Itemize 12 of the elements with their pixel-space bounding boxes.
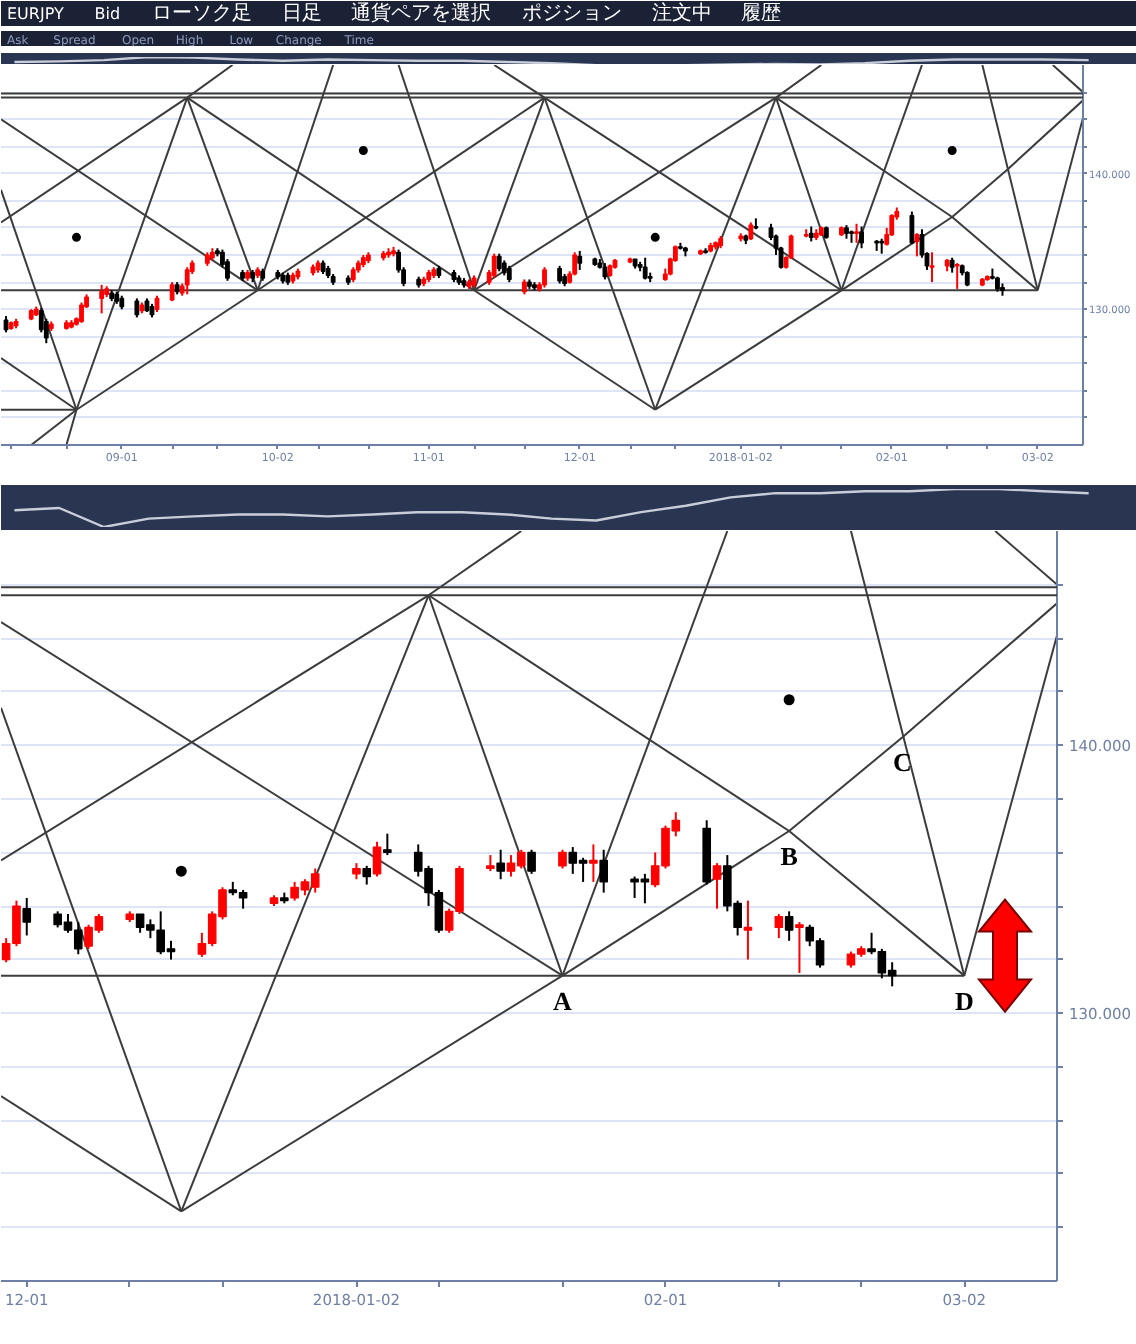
text: Bid (94, 5, 121, 23)
text: 通貨ペアを選択 (351, 1, 492, 25)
text: EURJPY (7, 5, 64, 23)
text: 履歴 (741, 3, 782, 25)
annotation: A (553, 985, 574, 1016)
annotation: C (893, 747, 912, 778)
text: ローソク足 (152, 3, 253, 25)
annotation: B (780, 841, 799, 871)
text: 注文中 (651, 1, 712, 25)
text: ポジション (521, 3, 622, 25)
annotation: D (954, 985, 974, 1016)
text: 日足 (282, 3, 323, 25)
